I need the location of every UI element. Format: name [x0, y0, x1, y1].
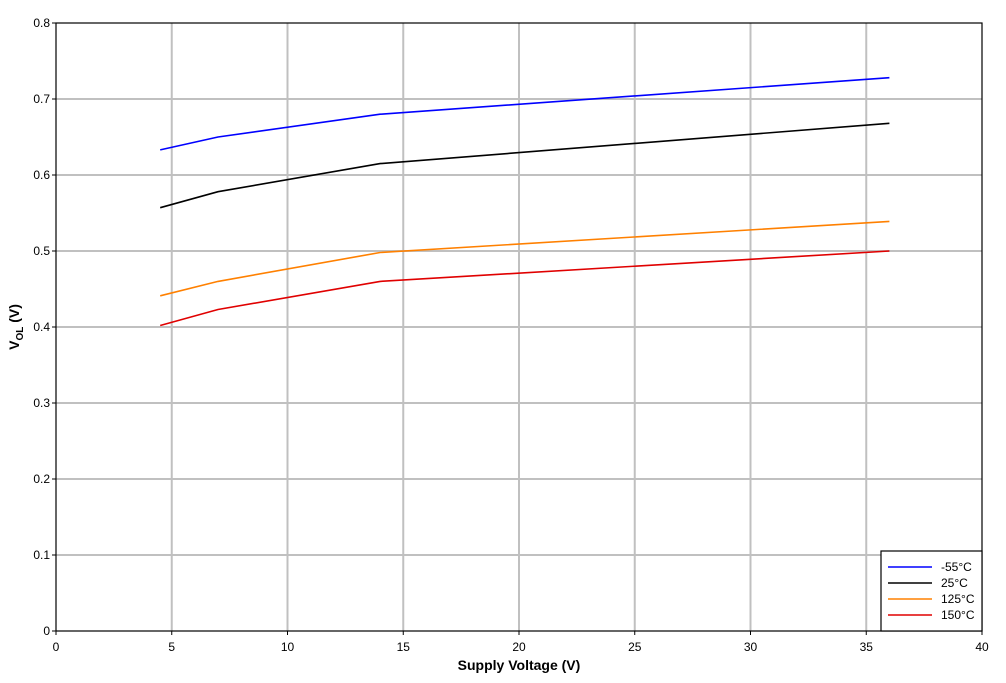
y-axis-ticks: 0 0.1 0.2 0.3 0.4 0.5 0.6 0.7 0.8 — [33, 16, 56, 638]
x-tick-label: 15 — [397, 640, 411, 654]
x-tick-label: 25 — [628, 640, 642, 654]
legend-label: -55°C — [941, 560, 972, 574]
y-tick-label: 0.8 — [33, 16, 50, 30]
y-axis-title-subscript: OL — [15, 327, 26, 341]
y-tick-label: 0.4 — [33, 320, 50, 334]
x-tick-label: 40 — [975, 640, 989, 654]
y-tick-label: 0.3 — [33, 396, 50, 410]
series-line-2 — [160, 221, 889, 295]
x-tick-label: 35 — [860, 640, 874, 654]
x-tick-label: 5 — [168, 640, 175, 654]
y-tick-label: 0.1 — [33, 548, 50, 562]
series-line-1 — [160, 123, 889, 207]
x-tick-label: 30 — [744, 640, 758, 654]
y-axis-title-unit: (V) — [6, 304, 22, 327]
x-axis-ticks: 0 5 10 15 20 25 30 35 40 — [53, 631, 989, 654]
legend-label: 25°C — [941, 576, 968, 590]
y-tick-label: 0 — [43, 624, 50, 638]
x-axis-title: Supply Voltage (V) — [458, 657, 581, 673]
x-tick-label: 20 — [512, 640, 526, 654]
y-tick-label: 0.7 — [33, 92, 50, 106]
series-lines — [160, 78, 889, 326]
y-tick-label: 0.6 — [33, 168, 50, 182]
x-tick-label: 0 — [53, 640, 60, 654]
legend: -55°C 25°C 125°C 150°C — [881, 551, 982, 631]
x-tick-label: 10 — [281, 640, 295, 654]
y-tick-label: 0.2 — [33, 472, 50, 486]
series-line-0 — [160, 78, 889, 150]
legend-label: 125°C — [941, 592, 975, 606]
y-tick-label: 0.5 — [33, 244, 50, 258]
grid — [56, 23, 982, 631]
series-line-3 — [160, 251, 889, 326]
legend-label: 150°C — [941, 608, 975, 622]
y-axis-title: VOL (V) — [6, 304, 26, 350]
